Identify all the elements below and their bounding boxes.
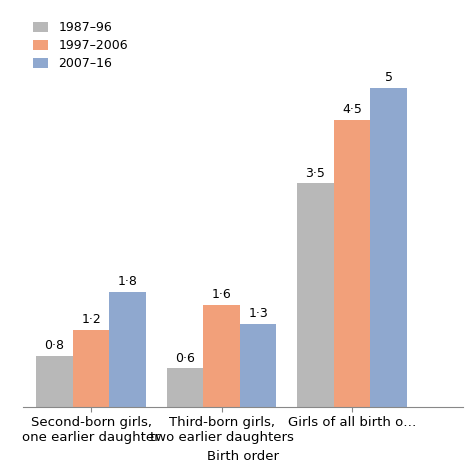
X-axis label: Birth order: Birth order bbox=[207, 450, 279, 463]
Bar bbox=[73, 330, 109, 407]
Text: 1·2: 1·2 bbox=[81, 313, 101, 326]
Text: 1·3: 1·3 bbox=[248, 307, 268, 320]
Bar bbox=[167, 368, 203, 407]
Legend: 1987–96, 1997–2006, 2007–16: 1987–96, 1997–2006, 2007–16 bbox=[29, 18, 132, 74]
Text: 0·8: 0·8 bbox=[45, 339, 64, 352]
Text: 5: 5 bbox=[384, 71, 392, 84]
Bar bbox=[36, 356, 73, 407]
Text: 3·5: 3·5 bbox=[306, 166, 326, 180]
Text: 0·6: 0·6 bbox=[175, 352, 195, 365]
Bar bbox=[109, 292, 146, 407]
Text: 1·8: 1·8 bbox=[118, 275, 137, 288]
Text: 4·5: 4·5 bbox=[342, 103, 362, 116]
Bar bbox=[203, 305, 240, 407]
Bar bbox=[240, 324, 276, 407]
Bar bbox=[334, 119, 370, 407]
Bar bbox=[297, 183, 334, 407]
Text: 1·6: 1·6 bbox=[212, 288, 231, 301]
Bar bbox=[370, 88, 407, 407]
